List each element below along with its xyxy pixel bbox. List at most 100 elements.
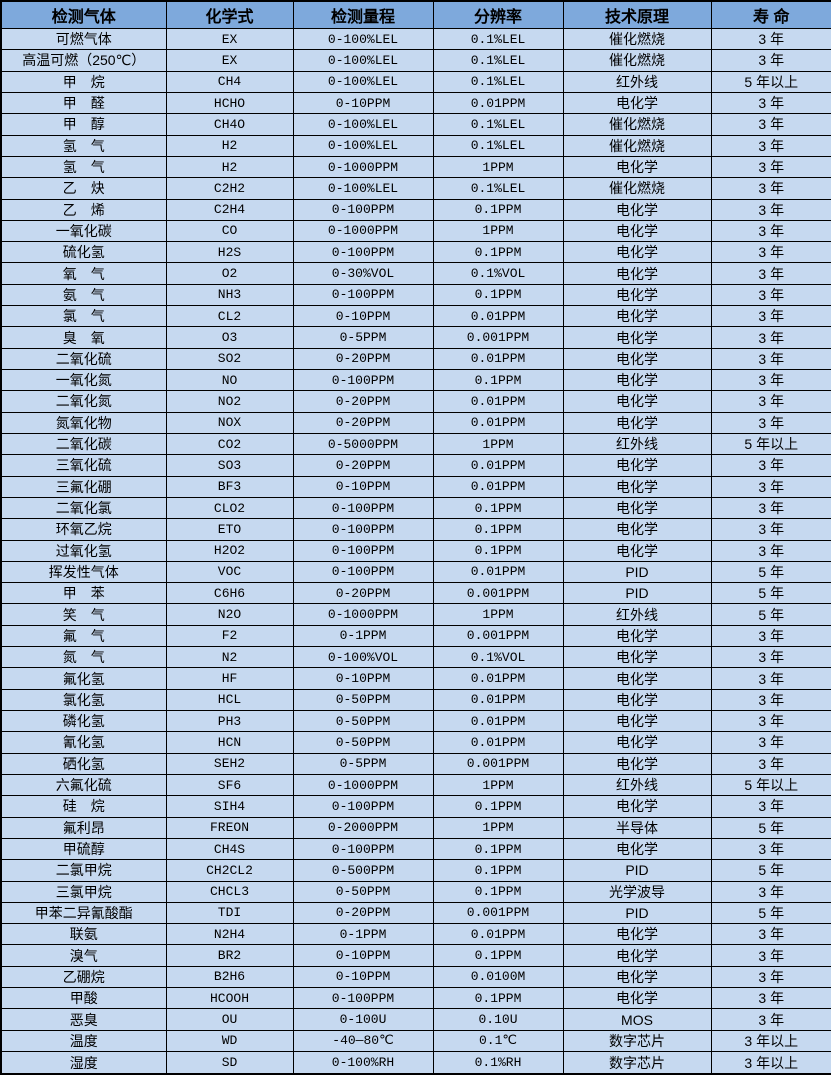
cell-principle: 电化学 — [562, 667, 712, 690]
table-row: 硒化氢 SEH2 0-5PPM 0.001PPM 电化学 3 年 — [0, 752, 831, 775]
table-row: 环氧乙烷 ETO 0-100PPM 0.1PPM 电化学 3 年 — [0, 518, 831, 541]
cell-formula: VOC — [165, 560, 294, 584]
cell-gas-name: 乙 烯 — [0, 198, 167, 221]
table-row: 过氧化氢 H2O2 0-100PPM 0.1PPM 电化学 3 年 — [0, 539, 831, 562]
table-row: 二氧化氮 NO2 0-20PPM 0.01PPM 电化学 3 年 — [0, 390, 831, 413]
cell-resolution: 0.1PPM — [432, 859, 564, 882]
cell-formula: N2H4 — [165, 923, 294, 946]
table-row: 一氧化氮 NO 0-100PPM 0.1PPM 电化学 3 年 — [0, 368, 831, 392]
cell-principle: 电化学 — [562, 837, 712, 861]
cell-resolution: 0.001PPM — [432, 752, 564, 775]
cell-gas-name: 一氧化碳 — [0, 219, 167, 243]
cell-lifespan: 3 年 — [710, 241, 831, 264]
cell-lifespan: 3 年 — [710, 177, 831, 200]
table-row: 高温可燃（250℃） EX 0-100%LEL 0.1%LEL 催化燃烧 3 年 — [0, 49, 831, 72]
cell-formula: SIH4 — [165, 795, 294, 818]
cell-resolution: 0.001PPM — [432, 901, 564, 925]
cell-resolution: 0.10U — [432, 1008, 564, 1031]
cell-principle: 催化燃烧 — [562, 134, 712, 157]
cell-resolution: 0.1%LEL — [432, 49, 564, 72]
cell-formula: SO3 — [165, 454, 294, 477]
cell-gas-name: 甲 醛 — [0, 91, 167, 115]
cell-resolution: 0.01PPM — [432, 475, 564, 498]
cell-resolution: 0.1PPM — [432, 944, 564, 967]
cell-resolution: 0.01PPM — [432, 709, 564, 733]
cell-gas-name: 氨 气 — [0, 283, 167, 307]
cell-lifespan: 3 年以上 — [710, 1051, 831, 1075]
cell-resolution: 0.01PPM — [432, 305, 564, 328]
cell-gas-name: 三氟化硼 — [0, 475, 167, 498]
cell-principle: 电化学 — [562, 155, 712, 179]
cell-formula: SEH2 — [165, 752, 294, 775]
table-row: 氯 气 CL2 0-10PPM 0.01PPM 电化学 3 年 — [0, 305, 831, 328]
cell-formula: BR2 — [165, 944, 294, 967]
cell-resolution: 0.1%LEL — [432, 113, 564, 136]
table-row: 氢 气 H2 0-1000PPM 1PPM 电化学 3 年 — [0, 155, 831, 179]
cell-range: 0-20PPM — [292, 454, 434, 477]
cell-gas-name: 环氧乙烷 — [0, 518, 167, 541]
cell-lifespan: 3 年 — [710, 987, 831, 1010]
cell-formula: OU — [165, 1008, 294, 1031]
table-row: 温度 WD -40—80℃ 0.1℃ 数字芯片 3 年以上 — [0, 1029, 831, 1053]
cell-gas-name: 氟化氢 — [0, 667, 167, 690]
cell-gas-name: 臭 氧 — [0, 326, 167, 349]
cell-range: 0-100PPM — [292, 795, 434, 818]
cell-gas-name: 三氯甲烷 — [0, 880, 167, 903]
cell-range: 0-1000PPM — [292, 219, 434, 243]
cell-resolution: 0.1%LEL — [432, 134, 564, 157]
cell-lifespan: 5 年 — [710, 859, 831, 882]
cell-gas-name: 二氧化碳 — [0, 432, 167, 456]
column-header-gas-name: 检测气体 — [0, 0, 167, 29]
cell-formula: CHCL3 — [165, 880, 294, 903]
cell-gas-name: 二氧化氯 — [0, 496, 167, 520]
cell-lifespan: 3 年 — [710, 496, 831, 520]
cell-principle: MOS — [562, 1008, 712, 1031]
cell-principle: 电化学 — [562, 752, 712, 775]
cell-gas-name: 笑 气 — [0, 603, 167, 626]
cell-range: 0-10PPM — [292, 944, 434, 967]
table-row: 二氧化碳 CO2 0-5000PPM 1PPM 红外线 5 年以上 — [0, 432, 831, 456]
cell-range: 0-100U — [292, 1008, 434, 1031]
cell-principle: 电化学 — [562, 987, 712, 1010]
cell-lifespan: 5 年以上 — [710, 773, 831, 797]
cell-formula: HCHO — [165, 91, 294, 115]
cell-formula: ETO — [165, 518, 294, 541]
cell-resolution: 0.1%VOL — [432, 262, 564, 285]
column-header-resolution: 分辨率 — [432, 0, 564, 29]
cell-principle: 电化学 — [562, 795, 712, 818]
cell-range: 0-100PPM — [292, 518, 434, 541]
cell-lifespan: 3 年 — [710, 219, 831, 243]
table-row: 臭 氧 O3 0-5PPM 0.001PPM 电化学 3 年 — [0, 326, 831, 349]
cell-formula: O3 — [165, 326, 294, 349]
table-row: 联氨 N2H4 0-1PPM 0.01PPM 电化学 3 年 — [0, 923, 831, 946]
cell-principle: 电化学 — [562, 219, 712, 243]
cell-range: 0-100%LEL — [292, 113, 434, 136]
cell-gas-name: 湿度 — [0, 1051, 167, 1075]
cell-gas-name: 氯 气 — [0, 305, 167, 328]
cell-lifespan: 3 年 — [710, 454, 831, 477]
cell-principle: 半导体 — [562, 816, 712, 839]
cell-resolution: 0.01PPM — [432, 454, 564, 477]
cell-resolution: 0.1℃ — [432, 1029, 564, 1053]
cell-gas-name: 可燃气体 — [0, 27, 167, 51]
cell-formula: N2O — [165, 603, 294, 626]
cell-resolution: 0.1PPM — [432, 368, 564, 392]
cell-resolution: 0.1%LEL — [432, 177, 564, 200]
cell-formula: CO2 — [165, 432, 294, 456]
table-row: 乙硼烷 B2H6 0-10PPM 0.0100M 电化学 3 年 — [0, 965, 831, 989]
cell-principle: 电化学 — [562, 198, 712, 221]
cell-range: -40—80℃ — [292, 1029, 434, 1053]
table-row: 甲苯二异氰酸酯 TDI 0-20PPM 0.001PPM PID 5 年 — [0, 901, 831, 925]
cell-resolution: 0.1PPM — [432, 795, 564, 818]
cell-formula: CH2CL2 — [165, 859, 294, 882]
cell-lifespan: 3 年 — [710, 965, 831, 989]
cell-principle: 电化学 — [562, 390, 712, 413]
cell-lifespan: 3 年 — [710, 305, 831, 328]
table-row: 一氧化碳 CO 0-1000PPM 1PPM 电化学 3 年 — [0, 219, 831, 243]
cell-resolution: 0.1PPM — [432, 880, 564, 903]
cell-principle: PID — [562, 859, 712, 882]
cell-lifespan: 3 年 — [710, 795, 831, 818]
cell-resolution: 0.1%LEL — [432, 27, 564, 51]
cell-principle: 催化燃烧 — [562, 27, 712, 51]
cell-principle: 红外线 — [562, 773, 712, 797]
